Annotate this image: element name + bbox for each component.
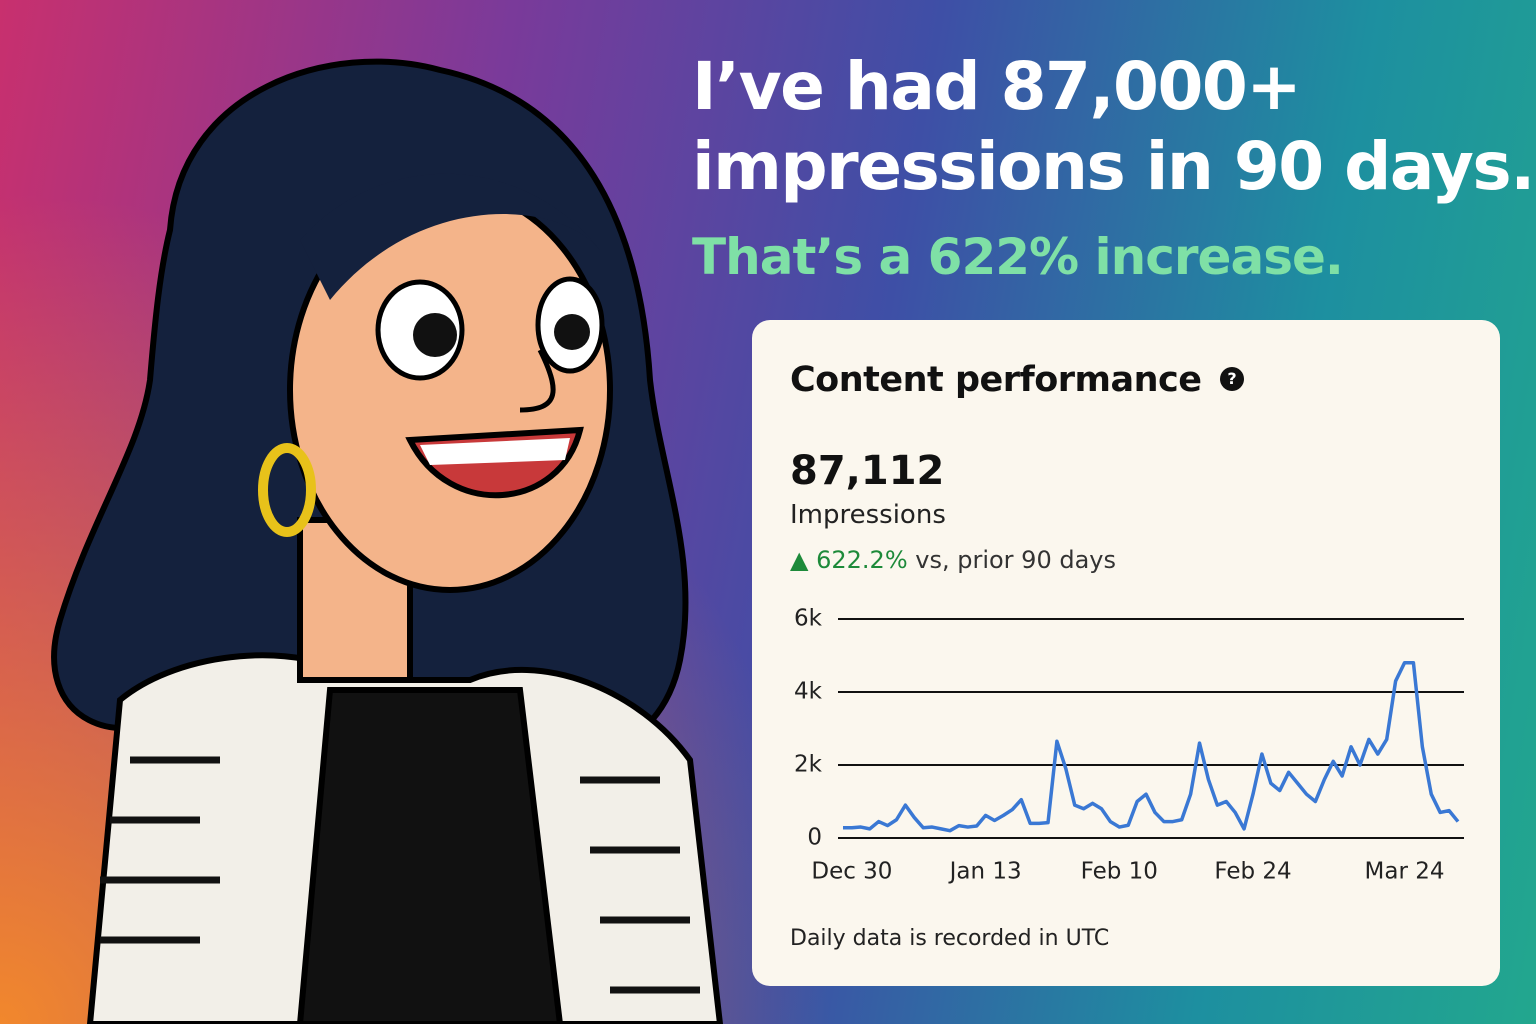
- y-tick-label: 0: [807, 825, 822, 851]
- help-icon[interactable]: ?: [1220, 367, 1244, 391]
- data-line: [843, 661, 1460, 833]
- x-tick-label: Dec 30: [811, 859, 892, 885]
- x-tick-label: Mar 24: [1365, 859, 1445, 885]
- headline-line: I’ve had 87,000+: [692, 48, 1302, 125]
- card-title: Content performance: [790, 360, 1202, 400]
- footnote: Daily data is recorded in UTC: [790, 926, 1110, 951]
- y-tick-label: 2k: [794, 752, 823, 778]
- chart: 0 2k 4k 6k Dec 30 Jan 13 Feb 10 Feb 24 Mar 24: [794, 606, 1464, 885]
- illustration: [51, 58, 724, 1024]
- y-tick-label: 4k: [794, 679, 823, 705]
- subheadline: That’s a 622% increase.: [692, 228, 1344, 286]
- headline-line: impressions in 90 days.: [692, 128, 1535, 205]
- delta: ▲ 622.2% vs, prior 90 days: [790, 546, 1116, 574]
- total: 87,112: [790, 448, 945, 494]
- y-tick-label: 6k: [794, 606, 823, 632]
- delta-value: 622.2%: [816, 546, 908, 574]
- metric-label: Impressions: [790, 500, 946, 530]
- x-tick-label: Jan 13: [948, 859, 1022, 885]
- x-tick-label: Feb 10: [1081, 859, 1158, 885]
- card: 0 2k 4k 6k Dec 30 Jan 13 Feb 10 Feb 24 Mar 24 Co…: [752, 320, 1500, 986]
- x-tick-label: Feb 24: [1214, 859, 1291, 885]
- up-arrow: ▲: [790, 546, 809, 574]
- delta-comparison: vs, prior 90 days: [915, 546, 1116, 574]
